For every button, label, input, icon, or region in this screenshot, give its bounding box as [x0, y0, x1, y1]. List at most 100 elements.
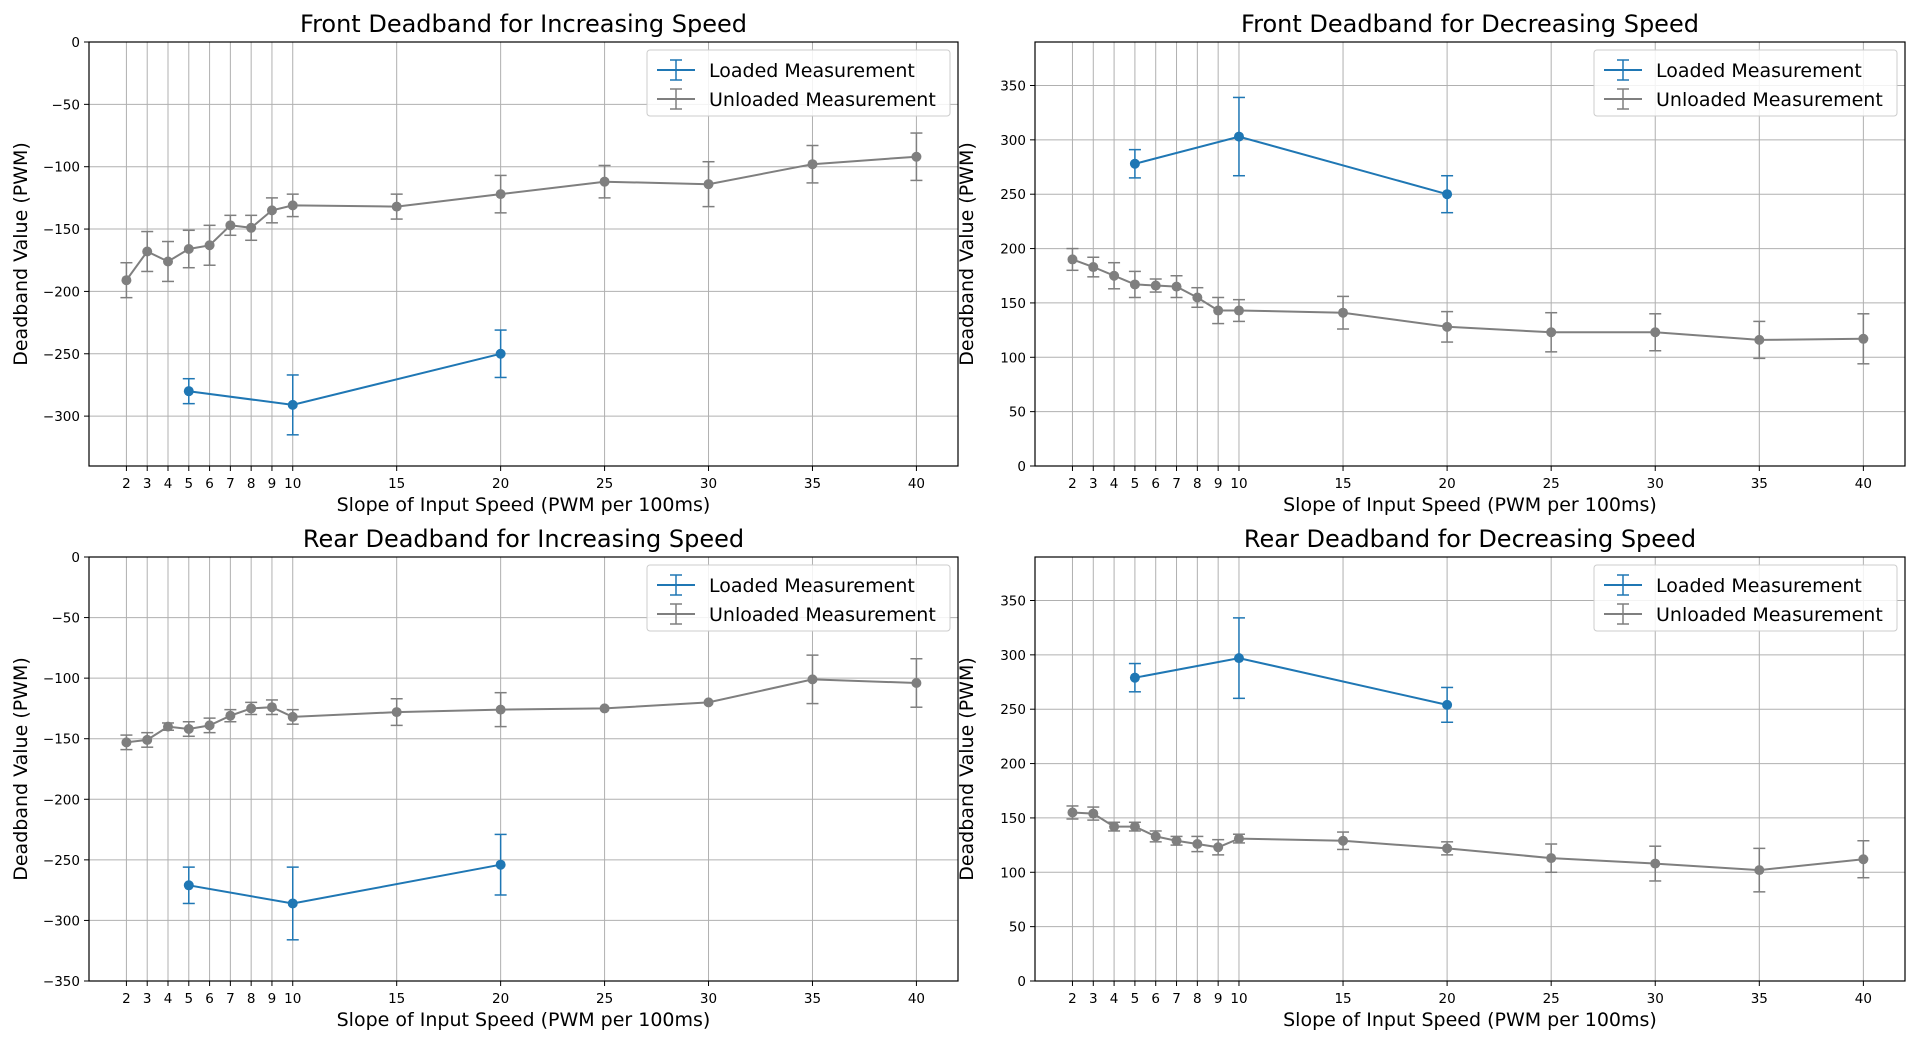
x-tick-label: 8: [247, 991, 256, 1007]
plot-frame: [1034, 41, 1906, 467]
x-tick-label: 8: [247, 476, 256, 492]
y-tick-label: 250: [1000, 702, 1026, 718]
legend-entry-unloaded: Unloaded Measurement: [657, 88, 936, 111]
data-point: [1650, 858, 1661, 869]
x-tick-label: 10: [284, 476, 301, 492]
x-tick-label: 8: [1193, 991, 1202, 1007]
series-unloaded: [120, 132, 923, 299]
chart-title: Front Deadband for Increasing Speed: [300, 10, 747, 38]
series-loaded: [182, 833, 507, 941]
series-line: [1072, 258, 1864, 341]
y-tick-label: 350: [1000, 78, 1026, 94]
chart-panel-1: 2 3 4 5 6 7 8 9 10 15 20 25 30 35 40 0 −50 −100 −150 −200 −2…: [10, 10, 959, 516]
x-tick-label: 40: [908, 476, 925, 492]
legend-entry-loaded: Loaded Measurement: [1604, 59, 1862, 82]
x-tick-label: 7: [226, 476, 235, 492]
chart-panel-4: 2 3 4 5 6 7 8 9 10 15 20 25 30 35 40 0 50 100 150 200 250 300…: [956, 525, 1906, 1031]
legend-entry-loaded: Loaded Measurement: [657, 59, 915, 82]
series-line: [1072, 811, 1864, 872]
data-point: [246, 222, 257, 233]
x-tick-label: 25: [1543, 991, 1560, 1007]
x-tick-label: 10: [1230, 991, 1247, 1007]
plot-frame: [1034, 556, 1906, 982]
x-tick-label: 30: [700, 991, 717, 1007]
data-point: [121, 275, 132, 286]
x-tick-label: 3: [143, 991, 152, 1007]
x-tick-label: 25: [1543, 476, 1560, 492]
x-tick-label: 40: [908, 991, 925, 1007]
data-point: [1129, 821, 1140, 832]
y-tick-label: 300: [1000, 133, 1026, 149]
data-point: [1171, 281, 1182, 292]
x-tick-label: 40: [1855, 991, 1872, 1007]
data-point: [1546, 853, 1557, 864]
x-tick-label: 3: [143, 476, 152, 492]
y-tick-label: −300: [43, 409, 80, 425]
data-point: [1233, 653, 1244, 664]
data-point: [142, 246, 153, 257]
data-point: [1442, 321, 1453, 332]
y-tick-label: 0: [1017, 974, 1026, 990]
x-tick-label: 6: [1151, 476, 1160, 492]
chart-title: Front Deadband for Decreasing Speed: [1241, 10, 1699, 38]
x-tick-label: 9: [268, 991, 277, 1007]
data-point: [204, 720, 215, 731]
data-point: [1129, 672, 1140, 683]
y-tick-label: −50: [52, 611, 81, 627]
x-tick-label: 2: [122, 476, 131, 492]
series-loaded: [1128, 617, 1454, 724]
legend-label: Unloaded Measurement: [709, 89, 936, 111]
chart-title: Rear Deadband for Decreasing Speed: [1244, 525, 1696, 553]
y-tick-label: −50: [52, 97, 81, 113]
data-point: [1192, 839, 1203, 850]
data-point: [287, 399, 298, 410]
data-point: [1442, 843, 1453, 854]
data-point: [1233, 833, 1244, 844]
x-tick-label: 7: [226, 991, 235, 1007]
legend-label: Unloaded Measurement: [1656, 89, 1883, 111]
x-tick-label: 5: [1131, 476, 1140, 492]
y-axis-label: Deadband Value (PWM): [10, 657, 32, 881]
series-line: [188, 352, 501, 406]
y-tick-label: 300: [1000, 648, 1026, 664]
data-point: [495, 704, 506, 715]
data-point: [703, 697, 714, 708]
data-point: [495, 859, 506, 870]
data-point: [225, 710, 236, 721]
x-tick-label: 3: [1089, 991, 1098, 1007]
data-point: [246, 703, 257, 714]
plot-frame: [88, 556, 959, 982]
x-tick-label: 8: [1193, 476, 1202, 492]
data-point: [287, 711, 298, 722]
x-tick-label: 4: [1110, 991, 1119, 1007]
legend-box: [1593, 564, 1898, 632]
data-point: [1858, 854, 1869, 865]
y-tick-label: −200: [43, 284, 80, 300]
data-point: [703, 179, 714, 190]
chart-panel-3: 2 3 4 5 6 7 8 9 10 15 20 25 30 35 40 0 −50 −100 −150 −200 −2…: [10, 525, 959, 1031]
x-tick-label: 15: [1334, 476, 1351, 492]
data-point: [1442, 189, 1453, 200]
data-point: [204, 240, 215, 251]
legend-entry-unloaded: Unloaded Measurement: [657, 603, 936, 626]
y-tick-label: 100: [1000, 865, 1026, 881]
y-tick-label: 250: [1000, 187, 1026, 203]
x-tick-label: 30: [1647, 476, 1664, 492]
y-tick-label: 150: [1000, 811, 1026, 827]
series-line: [126, 678, 917, 744]
data-point: [1150, 831, 1161, 842]
data-point: [911, 677, 922, 688]
data-point: [142, 734, 153, 745]
data-point: [495, 348, 506, 359]
data-point: [266, 702, 277, 713]
series-loaded: [1128, 96, 1454, 214]
data-point: [1109, 821, 1120, 832]
data-point: [121, 737, 132, 748]
x-tick-label: 20: [1439, 991, 1456, 1007]
y-axis-label: Deadband Value (PWM): [10, 142, 32, 366]
legend-entry-loaded: Loaded Measurement: [1604, 574, 1862, 597]
x-tick-label: 35: [804, 991, 821, 1007]
y-tick-label: 0: [1017, 459, 1026, 475]
series-line: [1134, 657, 1448, 706]
